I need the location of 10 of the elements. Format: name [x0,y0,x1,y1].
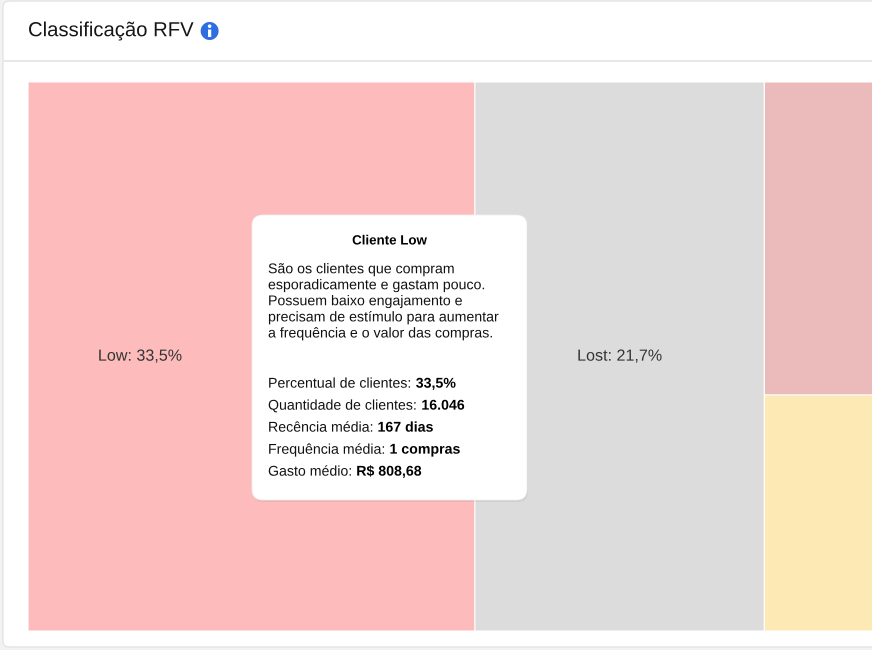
data-label: Lost: 21,7% [578,349,662,363]
data-label: Low: 33,5% [99,349,182,363]
text: Gasto médio: R$ 808,68 [268,465,422,478]
text: Quantidade de clientes: 16.046 [268,399,464,412]
text: Cliente Low [352,234,427,245]
text: Frequência média: 1 compras [269,443,460,457]
text: Recência média: 167 dias [269,421,433,432]
text: São os clientes que compram esporadicamente e gastam pouco. Possuem baixo engajamento e precisam de estímulo para aumentar a frequência e o valor das compras. [268,263,498,340]
text: Percentual de clientes: 33,5% [269,377,456,390]
text: Classificação RFV [29,22,194,40]
